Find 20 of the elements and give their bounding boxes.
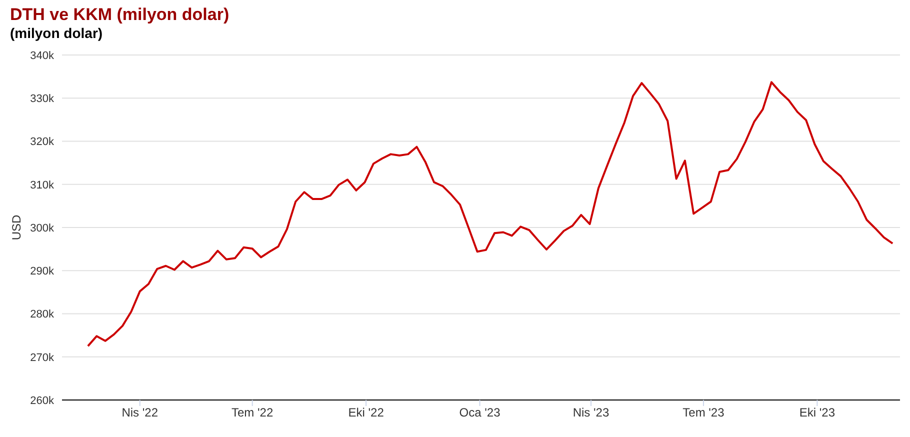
y-tick-label: 340k: [30, 50, 54, 62]
x-tick-label: Tem '23: [682, 406, 725, 420]
x-tick-label: Eki '22: [348, 406, 384, 420]
y-tick-label: 310k: [30, 179, 54, 192]
x-tick-label: Nis '22: [122, 406, 158, 420]
y-tick-label: 280k: [30, 308, 54, 321]
y-tick-label: 320k: [30, 136, 54, 148]
chart-title: DTH ve KKM (milyon dolar): [10, 5, 230, 25]
x-tick-label: Oca '23: [459, 406, 501, 420]
y-tick-label: 270k: [30, 352, 54, 364]
x-tick-label: Eki '23: [799, 406, 836, 420]
y-tick-label: 290k: [30, 266, 54, 278]
line-series: [86, 81, 894, 348]
y-tick-label: 260k: [30, 394, 54, 407]
y-tick-label: 300k: [30, 222, 54, 234]
y-axis-title: USD: [9, 214, 24, 240]
chart-subtitle: (milyon dolar): [10, 25, 103, 41]
x-tick-label: Tem '22: [232, 406, 274, 420]
y-tick-label: 330k: [30, 93, 54, 106]
x-tick-label: Nis '23: [572, 406, 610, 420]
